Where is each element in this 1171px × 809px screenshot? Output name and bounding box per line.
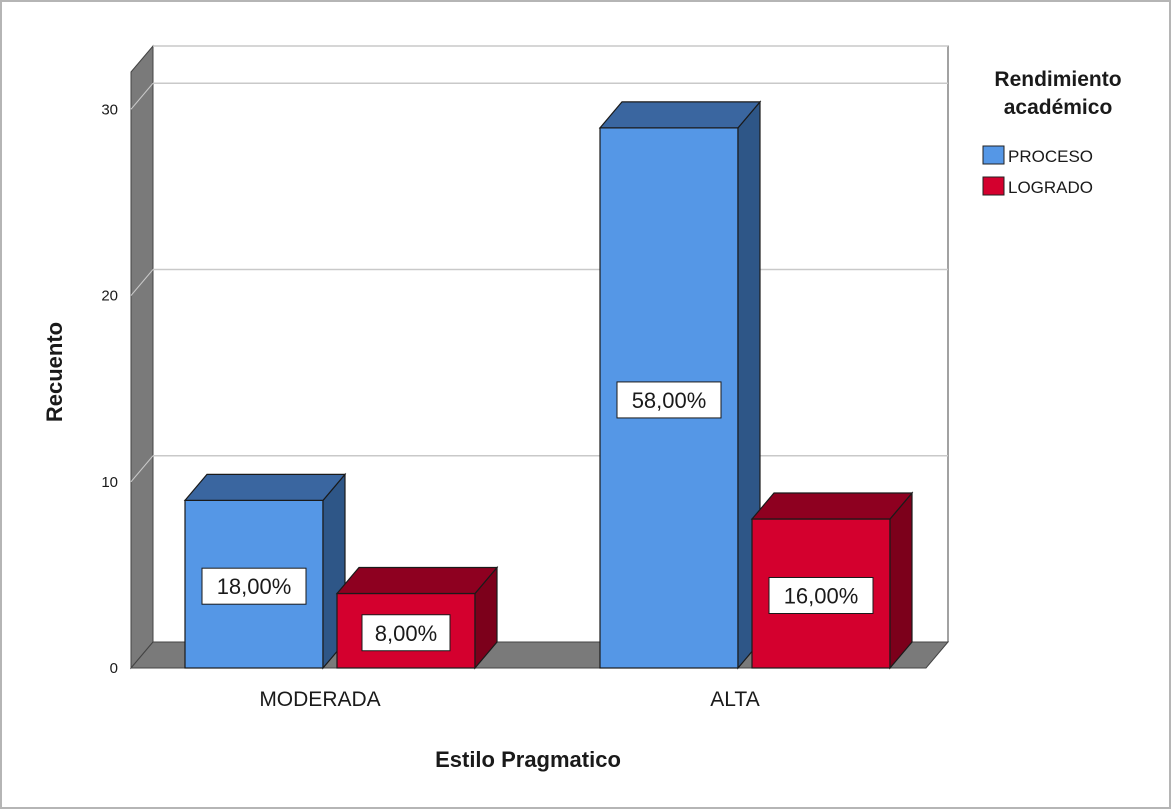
gridlines bbox=[130, 45, 948, 483]
gridline-side bbox=[130, 455, 154, 483]
bar-top bbox=[598, 101, 762, 129]
bar-top bbox=[183, 473, 347, 501]
data-label: 16,00% bbox=[784, 584, 859, 609]
y-axis-title: Recuento bbox=[42, 322, 67, 422]
bars: 18,00% 8,00% 58,00% 16,00% bbox=[183, 100, 914, 670]
legend-swatch-logrado bbox=[982, 176, 1005, 196]
y-axis-ticks: 0 10 20 30 bbox=[101, 101, 118, 677]
y-tick-label: 0 bbox=[110, 660, 118, 677]
x-tick-label: MODERADA bbox=[259, 688, 380, 711]
gridline-side bbox=[130, 269, 154, 296]
bar-side bbox=[889, 491, 913, 670]
x-axis-categories: MODERADA ALTA bbox=[259, 688, 759, 711]
legend-swatch-proceso bbox=[982, 145, 1005, 165]
y-tick-label: 10 bbox=[101, 474, 118, 491]
bar-top bbox=[335, 566, 499, 595]
gridline-side bbox=[130, 82, 154, 110]
y-tick-label: 20 bbox=[101, 288, 118, 305]
legend-entry-logrado: LOGRADO bbox=[1008, 178, 1093, 197]
legend-entry-proceso: PROCESO bbox=[1008, 147, 1093, 166]
x-axis-title: Estilo Pragmatico bbox=[435, 747, 621, 772]
legend: Rendimiento académico PROCESO LOGRADO bbox=[982, 68, 1122, 197]
data-label: 8,00% bbox=[375, 621, 437, 646]
data-label: 18,00% bbox=[217, 574, 292, 599]
data-label-box bbox=[361, 614, 451, 652]
left-wall bbox=[130, 44, 154, 670]
bar-top bbox=[750, 492, 914, 520]
data-label-box bbox=[201, 567, 307, 605]
x-tick-label: ALTA bbox=[710, 688, 759, 711]
data-label-box bbox=[616, 381, 722, 419]
y-tick-label: 30 bbox=[101, 101, 118, 118]
legend-title-line1: Rendimiento bbox=[994, 68, 1121, 91]
data-label: 58,00% bbox=[632, 388, 707, 413]
data-label-box bbox=[768, 577, 874, 614]
legend-title-line2: académico bbox=[1004, 96, 1113, 119]
